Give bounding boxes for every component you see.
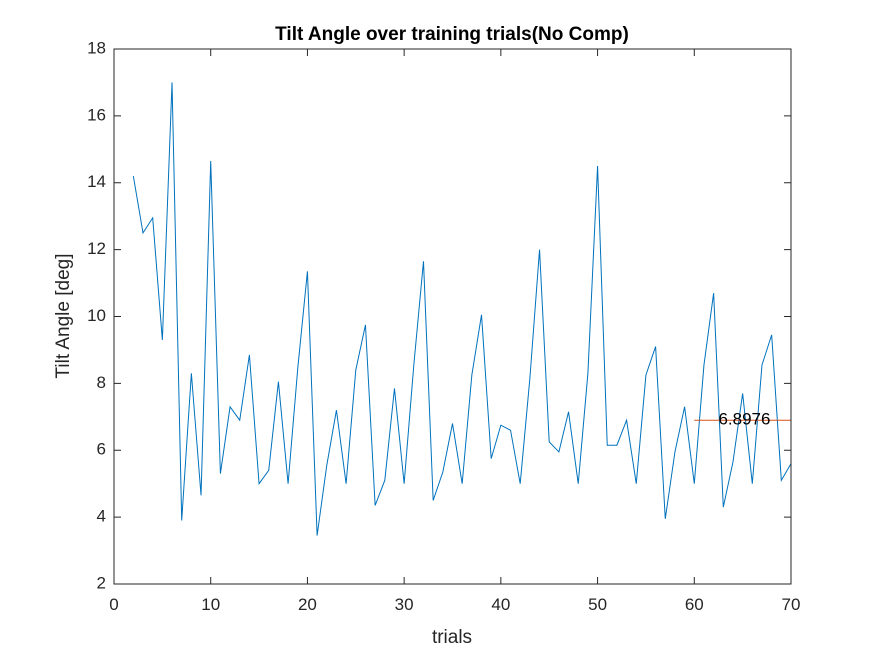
y-axis-label: Tilt Angle [deg] bbox=[53, 254, 74, 379]
x-tick-label: 40 bbox=[491, 595, 510, 614]
tilt-angle-series-line bbox=[132, 82, 792, 536]
series-layer bbox=[132, 82, 792, 536]
x-tick-label: 20 bbox=[298, 595, 317, 614]
y-axis: 2 4 6 8 10 12 14 16 18 bbox=[87, 38, 791, 592]
x-axis: 0 10 20 30 40 50 60 70 bbox=[109, 49, 800, 614]
y-tick-label: 14 bbox=[87, 172, 106, 191]
y-tick-label: 16 bbox=[87, 105, 106, 124]
y-tick-label: 10 bbox=[87, 306, 106, 325]
x-tick-label: 30 bbox=[395, 595, 414, 614]
x-tick-label: 50 bbox=[588, 595, 607, 614]
y-tick-label: 8 bbox=[97, 373, 106, 392]
y-tick-label: 18 bbox=[87, 38, 106, 57]
plot-frame bbox=[113, 48, 792, 585]
x-axis-label: trials bbox=[432, 627, 472, 648]
x-tick-label: 60 bbox=[685, 595, 704, 614]
y-tick-label: 2 bbox=[97, 573, 106, 592]
chart-title: Tilt Angle over training trials(No Comp) bbox=[275, 24, 629, 45]
x-tick-label: 0 bbox=[109, 595, 118, 614]
annotation-label: 6.8976 bbox=[718, 410, 770, 429]
y-tick-label: 4 bbox=[97, 507, 106, 526]
x-tick-label: 10 bbox=[201, 595, 220, 614]
plot-area bbox=[114, 49, 791, 584]
x-tick-label: 70 bbox=[782, 595, 801, 614]
y-tick-label: 6 bbox=[97, 440, 106, 459]
y-tick-label: 12 bbox=[87, 239, 106, 258]
